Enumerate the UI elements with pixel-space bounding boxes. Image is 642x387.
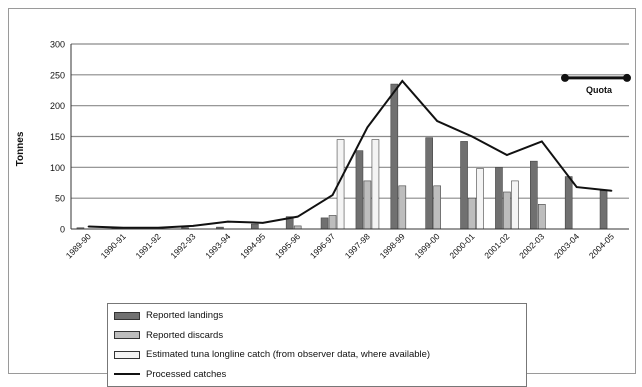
bar-reported-discards xyxy=(364,181,371,229)
x-tick-label: 1994-95 xyxy=(238,231,267,260)
processed-catches-point xyxy=(123,227,125,229)
bar-reported-discards xyxy=(434,186,441,229)
legend-item: Processed catches xyxy=(114,365,526,385)
legend-label: Reported landings xyxy=(146,310,223,321)
chart-frame: 0 50 100 150 200 250 300 1989-90 1990-91 1991-92… xyxy=(8,8,636,374)
x-tick-label: 2000-01 xyxy=(447,231,476,260)
processed-catches-point xyxy=(367,126,369,128)
legend-label: Processed catches xyxy=(146,369,226,380)
y-tick-label: 0 xyxy=(60,225,65,235)
x-tick-label: 1993-94 xyxy=(203,231,232,260)
bar-reported-discards xyxy=(538,204,545,229)
bar-estimated-tuna xyxy=(477,169,484,229)
quota-marker xyxy=(561,74,569,82)
processed-catches-point xyxy=(157,227,159,229)
quota-label: Quota xyxy=(586,85,613,95)
x-tick-label: 1990-91 xyxy=(99,231,128,260)
legend-item: Reported landings xyxy=(114,306,526,326)
processed-catches-point xyxy=(297,216,299,218)
bar-reported-landings xyxy=(356,151,363,229)
x-tick-label: 1996-97 xyxy=(308,231,337,260)
bar-reported-landings xyxy=(565,177,572,229)
bar-reported-landings xyxy=(600,191,607,229)
bar-reported-discards xyxy=(469,198,476,229)
legend-item: Estimated tuna longline catch (from obse… xyxy=(114,345,526,365)
processed-catches-point xyxy=(471,136,473,138)
quota-marker xyxy=(623,74,631,82)
x-tick-label: 2002-03 xyxy=(517,231,546,260)
legend-swatch xyxy=(114,351,140,359)
legend-swatch xyxy=(114,373,140,375)
x-tick-label: 1991-92 xyxy=(133,231,162,260)
x-tick-label: 1999-00 xyxy=(412,231,441,260)
processed-catches-point xyxy=(506,154,508,156)
bar-reported-landings xyxy=(530,161,537,229)
processed-catches-point xyxy=(541,141,543,143)
legend-label: Reported discards xyxy=(146,330,223,341)
x-tick-label: 1992-93 xyxy=(168,231,197,260)
bar-reported-landings xyxy=(495,167,502,229)
x-tick-label: 1989-90 xyxy=(64,231,93,260)
bar-reported-landings xyxy=(391,84,398,229)
x-tick-label: 2004-05 xyxy=(587,231,616,260)
bar-reported-landings xyxy=(426,138,433,229)
processed-catches-point xyxy=(576,186,578,188)
bar-reported-landings xyxy=(251,224,258,229)
bar-reported-landings xyxy=(461,141,468,229)
processed-catches-point xyxy=(227,221,229,223)
processed-catches-point xyxy=(402,80,404,82)
legend-swatch xyxy=(114,312,140,320)
legend-swatch xyxy=(114,331,140,339)
legend-item: Reported discards xyxy=(114,326,526,346)
processed-catches-point xyxy=(192,225,194,227)
y-tick-label: 50 xyxy=(55,194,65,204)
processed-catches-point xyxy=(262,222,264,224)
legend: Reported landings Reported discards Estima… xyxy=(107,303,527,387)
y-axis-label: Tonnes xyxy=(15,131,26,166)
bar-estimated-tuna xyxy=(372,140,379,229)
x-tick-label: 2001-02 xyxy=(482,231,511,260)
y-tick-label: 300 xyxy=(50,40,65,50)
processed-catches-point xyxy=(436,120,438,122)
processed-catches-point xyxy=(88,226,90,228)
bar-reported-discards xyxy=(329,215,336,229)
bar-estimated-tuna xyxy=(511,181,518,229)
bar-reported-discards xyxy=(503,192,510,229)
y-tick-label: 200 xyxy=(50,101,65,111)
processed-catches-point xyxy=(332,194,334,196)
bar-reported-landings xyxy=(321,218,328,229)
x-tick-label: 1998-99 xyxy=(378,231,407,260)
x-tick-label: 1995-96 xyxy=(273,231,302,260)
y-tick-label: 150 xyxy=(50,132,65,142)
y-tick-label: 100 xyxy=(50,163,65,173)
processed-catches-point xyxy=(611,190,613,192)
legend-label: Estimated tuna longline catch (from obse… xyxy=(146,349,430,360)
x-tick-label: 1997-98 xyxy=(343,231,372,260)
y-tick-label: 250 xyxy=(50,70,65,80)
x-tick-label: 2003-04 xyxy=(552,231,581,260)
bar-reported-discards xyxy=(399,186,406,229)
